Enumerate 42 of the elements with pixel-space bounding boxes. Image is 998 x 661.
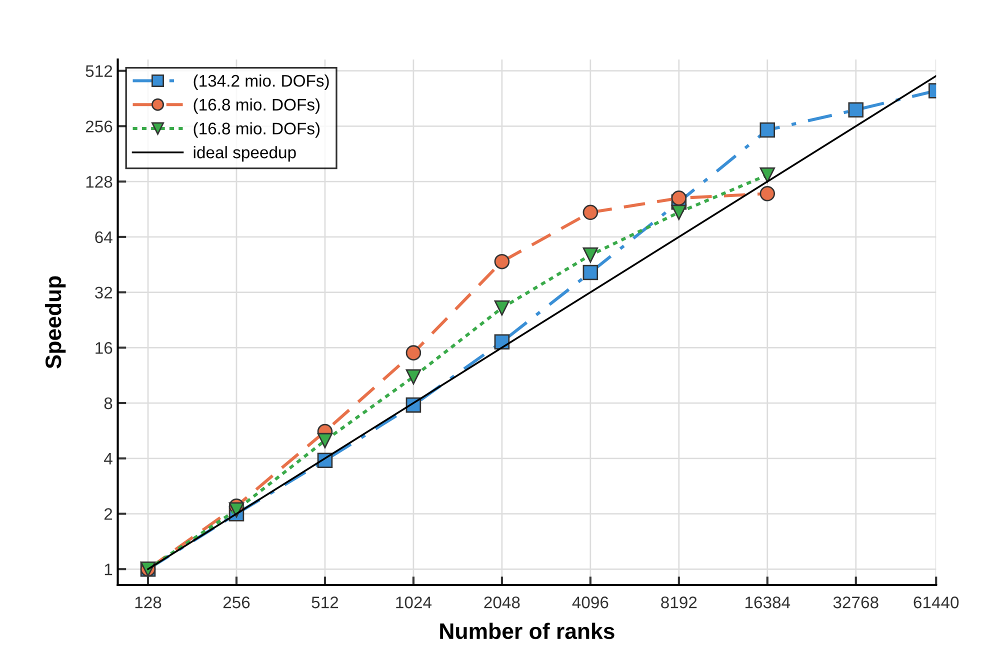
y-tick-label: 128 bbox=[86, 176, 112, 188]
x-tick-label: 16384 bbox=[745, 596, 790, 608]
x-tick-label: 2048 bbox=[484, 596, 520, 608]
x-tick-label: 32768 bbox=[833, 596, 878, 608]
point bbox=[760, 186, 776, 202]
y-tick-label: 4 bbox=[104, 452, 112, 464]
point bbox=[582, 264, 598, 280]
y-axis-title: Speedup bbox=[44, 276, 66, 369]
x-axis-title: Number of ranks bbox=[440, 622, 614, 640]
point bbox=[494, 300, 510, 316]
y-tick-label: 8 bbox=[104, 397, 112, 410]
point bbox=[317, 432, 333, 448]
legend-label: (16.8 mio. DOFs) bbox=[194, 122, 320, 138]
point bbox=[848, 102, 864, 118]
point bbox=[582, 247, 598, 263]
y-tick-label: 64 bbox=[95, 231, 112, 244]
point bbox=[760, 167, 776, 183]
point bbox=[494, 254, 510, 270]
y-tick-label: 16 bbox=[96, 342, 112, 354]
point bbox=[760, 122, 776, 138]
x-tick-label: 128 bbox=[135, 596, 162, 608]
y-tick-label: 32 bbox=[95, 286, 112, 298]
point bbox=[406, 345, 422, 360]
x-tick-label: 61440 bbox=[914, 596, 959, 608]
y-tick-label: 256 bbox=[86, 120, 112, 132]
point bbox=[406, 369, 422, 385]
x-tick-label: 1024 bbox=[396, 596, 432, 608]
legend-label: (16.8 mio. DOFs) bbox=[194, 98, 320, 114]
y-tick-label: 1 bbox=[104, 564, 112, 576]
point bbox=[494, 334, 510, 350]
legend-label: (134.2 mio. DOFs) bbox=[194, 74, 329, 90]
legend-label: ideal speedup bbox=[194, 146, 296, 162]
x-tick-label: 512 bbox=[312, 596, 338, 608]
point bbox=[228, 502, 244, 518]
y-tick-label: 2 bbox=[104, 508, 112, 520]
point bbox=[671, 190, 687, 206]
x-tick-label: 256 bbox=[223, 596, 250, 608]
x-tick-label: 4096 bbox=[572, 596, 608, 608]
x-tick-label: 8192 bbox=[661, 596, 697, 608]
point bbox=[582, 204, 598, 220]
y-tick-label: 512 bbox=[86, 65, 112, 78]
point bbox=[671, 204, 687, 220]
